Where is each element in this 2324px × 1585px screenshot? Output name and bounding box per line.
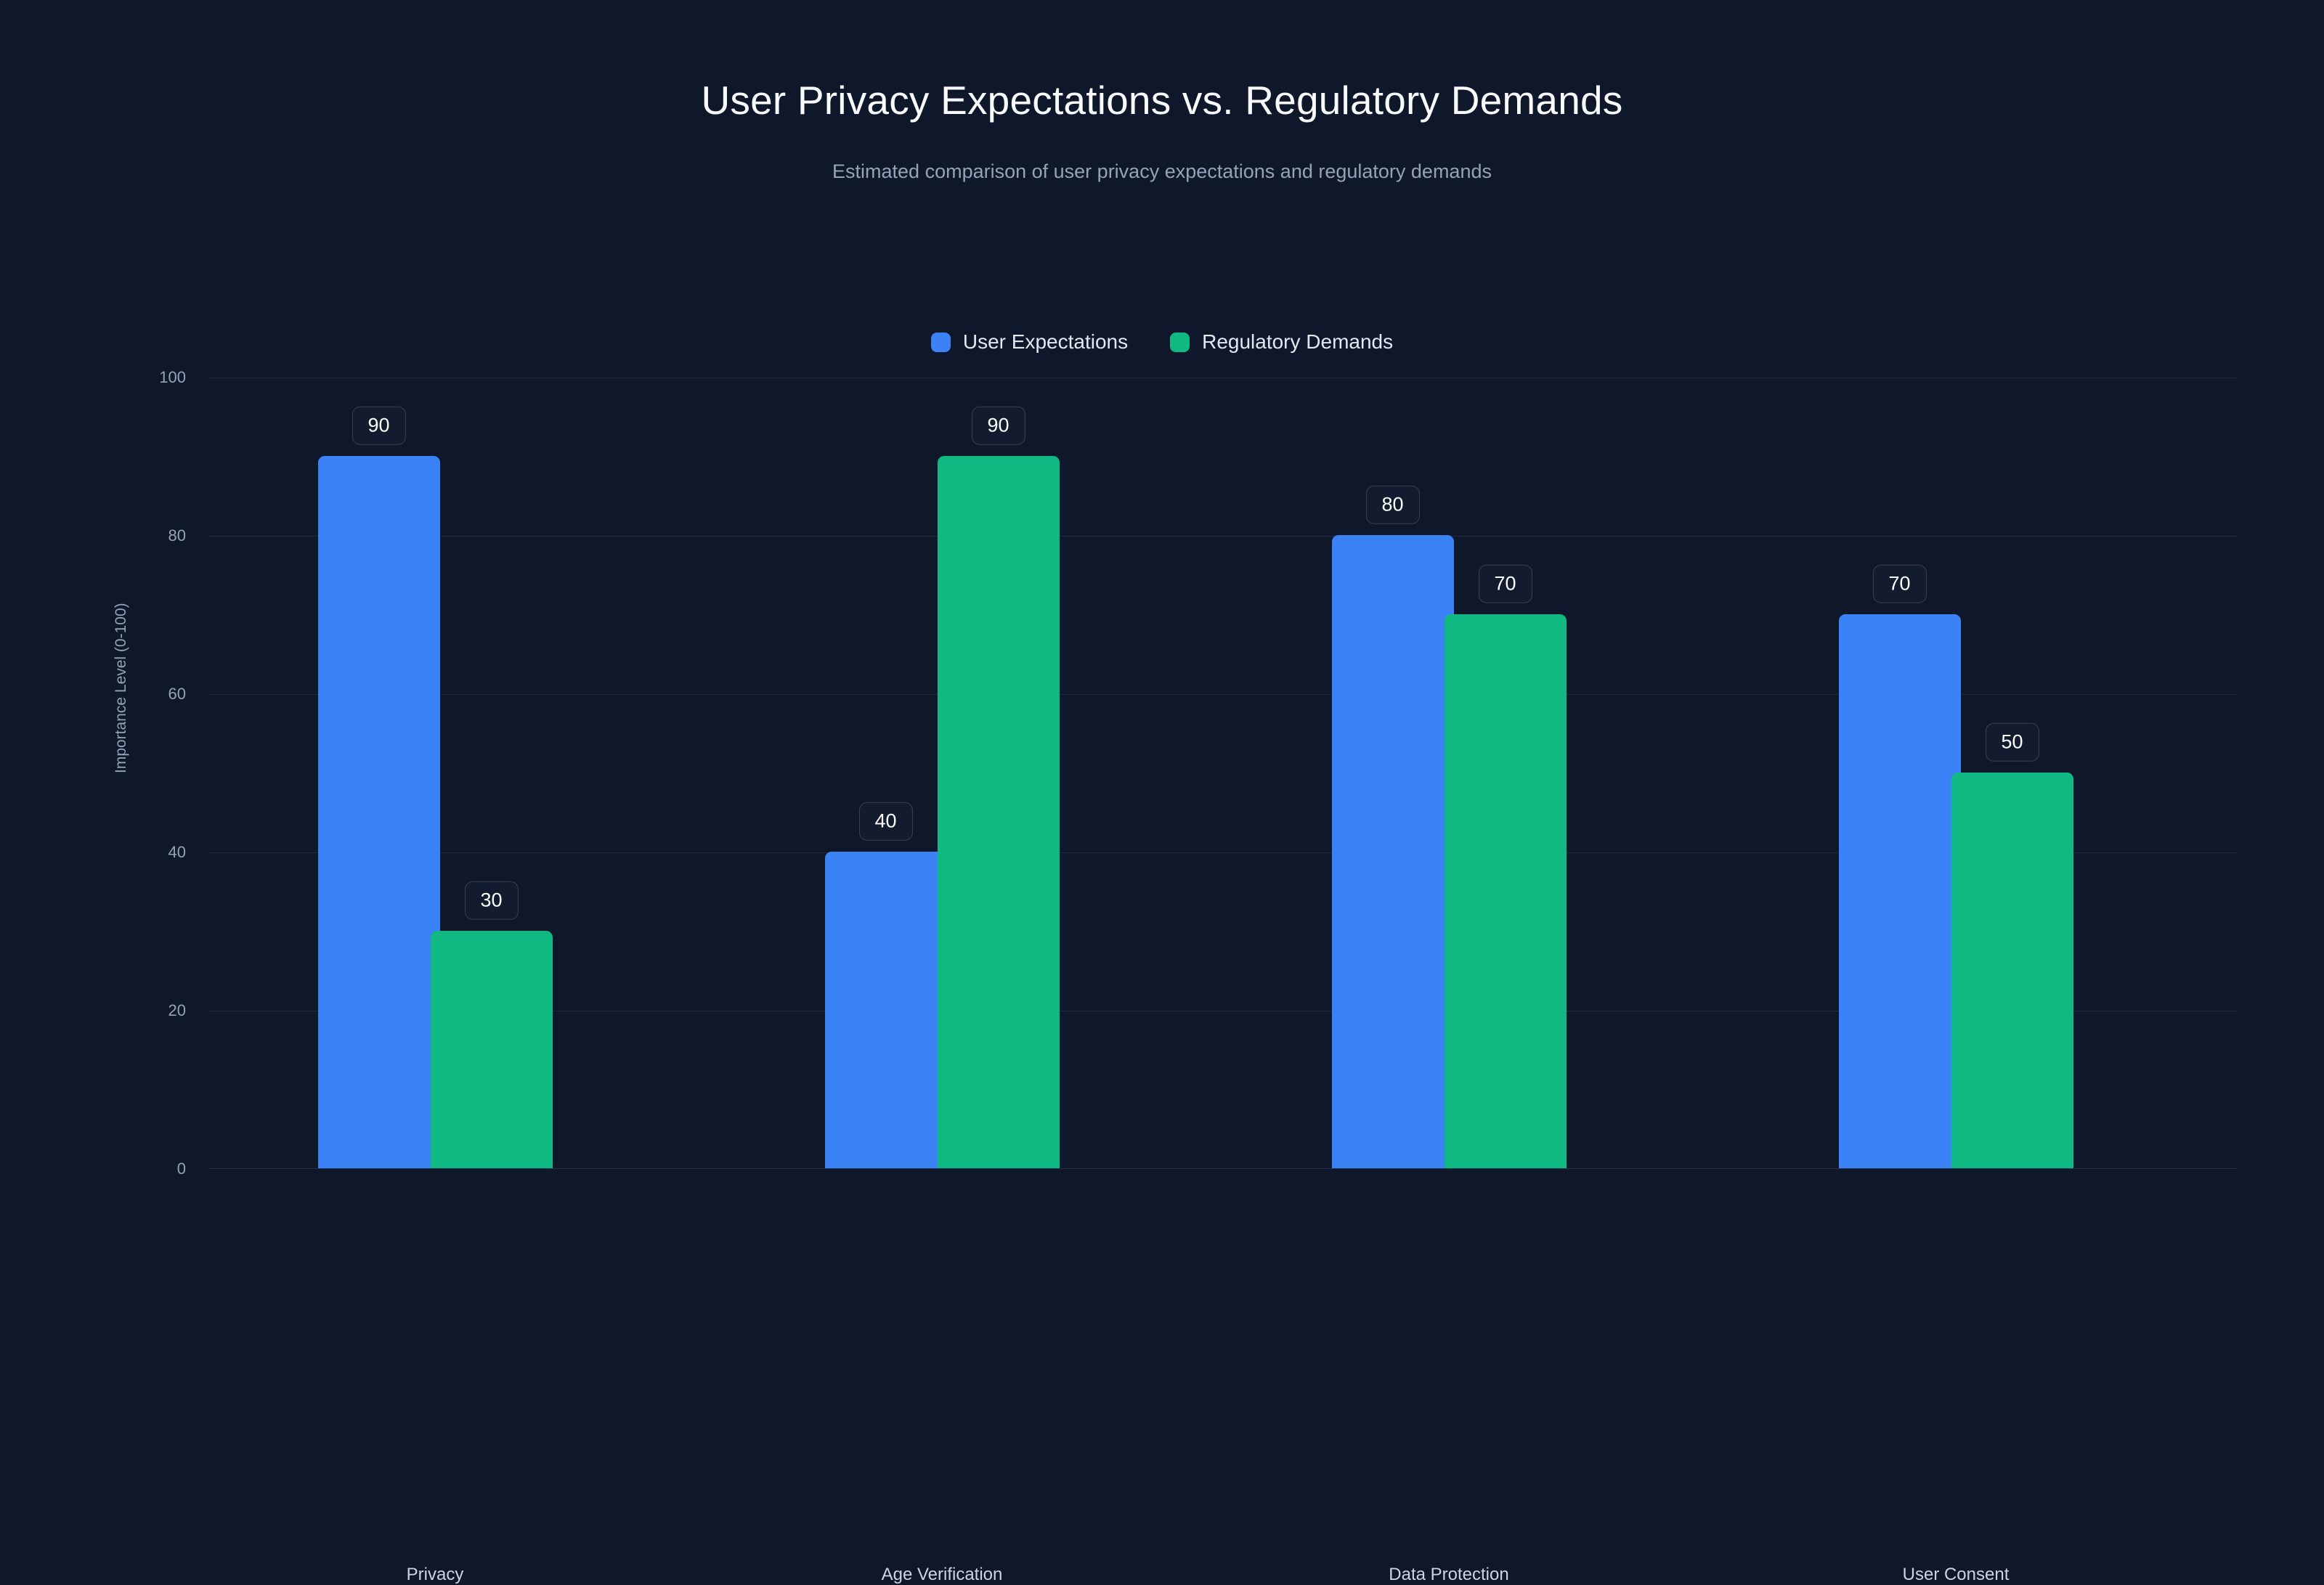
y-tick-label-60: 60 bbox=[168, 685, 186, 703]
bar-1-1[interactable] bbox=[937, 456, 1060, 1168]
chart-legend: User Expectations Regulatory Demands bbox=[0, 330, 2324, 354]
x-axis-label-1: Age Verification bbox=[881, 1565, 1003, 1584]
plot-area: 0 20 40 60 80 100 90 30 Privacy 40 90 Age Verificat… bbox=[159, 368, 2237, 1584]
value-label-2-1: 70 bbox=[1478, 564, 1532, 603]
value-label-3-1: 50 bbox=[1985, 722, 2039, 762]
y-tick-label-100: 100 bbox=[159, 368, 186, 386]
bar-3-0[interactable] bbox=[1838, 614, 1961, 1168]
y-tick-label-0: 0 bbox=[176, 1160, 186, 1178]
chart-header: User Privacy Expectations vs. Regulatory… bbox=[0, 0, 2324, 183]
x-axis-label-3: User Consent bbox=[1902, 1565, 2010, 1584]
value-label-2-0: 80 bbox=[1365, 485, 1420, 524]
value-label-1-1: 90 bbox=[971, 406, 1025, 445]
chart-subtitle: Estimated comparison of user privacy exp… bbox=[832, 160, 1492, 182]
bar-3-1[interactable] bbox=[1951, 773, 2073, 1168]
bar-2-0[interactable] bbox=[1331, 535, 1454, 1168]
bar-1-0[interactable] bbox=[824, 852, 947, 1168]
value-label-0-0: 90 bbox=[352, 406, 406, 445]
value-label-1-0: 40 bbox=[858, 802, 913, 841]
gridline-60 bbox=[209, 694, 2237, 695]
chart-title: User Privacy Expectations vs. Regulatory… bbox=[701, 78, 1623, 123]
y-tick-label-80: 80 bbox=[168, 526, 186, 545]
gridline-40 bbox=[209, 852, 2237, 853]
legend-swatch-user-expectations bbox=[930, 332, 951, 352]
legend-swatch-regulatory-demands bbox=[1170, 332, 1190, 352]
gridline-80 bbox=[209, 536, 2237, 537]
x-axis-label-0: Privacy bbox=[406, 1565, 464, 1584]
bar-0-0[interactable] bbox=[317, 456, 440, 1168]
bar-2-1[interactable] bbox=[1444, 614, 1567, 1168]
legend-item-1[interactable]: Regulatory Demands bbox=[1170, 330, 1393, 354]
y-axis-label: Importance Level (0-100) bbox=[113, 603, 129, 773]
value-label-3-0: 70 bbox=[1872, 564, 1927, 603]
x-axis-label-2: Data Protection bbox=[1389, 1565, 1509, 1584]
y-tick-label-40: 40 bbox=[168, 843, 186, 861]
y-tick-label-20: 20 bbox=[168, 1001, 186, 1019]
legend-label-0: User Expectations bbox=[962, 330, 1129, 353]
legend-label-1: Regulatory Demands bbox=[1202, 330, 1394, 353]
bar-0-1[interactable] bbox=[430, 931, 553, 1168]
legend-item-0[interactable]: User Expectations bbox=[930, 330, 1129, 354]
value-label-0-1: 30 bbox=[464, 881, 519, 920]
x-axis-baseline bbox=[209, 1168, 2237, 1169]
